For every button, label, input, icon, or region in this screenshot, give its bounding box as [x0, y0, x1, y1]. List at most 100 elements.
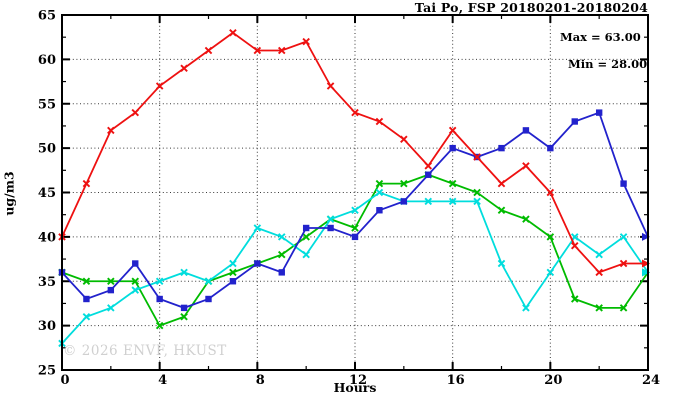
y-tick-label: 30	[38, 319, 56, 334]
cyan-series-marker	[473, 197, 481, 206]
green-series-marker	[400, 179, 408, 188]
cyan-series-marker	[229, 259, 237, 268]
green-series-marker	[522, 215, 530, 223]
cyan-series-marker	[424, 197, 433, 206]
blue-series-marker	[83, 295, 90, 303]
blue-series-marker	[620, 180, 627, 187]
red-series-marker	[204, 46, 213, 55]
green-series-marker	[473, 188, 481, 197]
cyan-series-marker	[180, 268, 188, 277]
cyan-series-marker	[326, 215, 335, 223]
green-series-marker	[302, 233, 310, 241]
cyan-series-marker	[570, 233, 579, 241]
green-series-marker	[131, 277, 140, 286]
blue-series-marker	[229, 278, 237, 285]
red-series-marker	[448, 126, 457, 135]
green-series-marker	[497, 206, 506, 215]
red-series-end-arrow	[642, 259, 650, 268]
red-series-marker	[595, 268, 603, 277]
blue-series-marker	[180, 304, 188, 312]
green-series-marker	[595, 304, 603, 312]
blue-series-marker	[449, 144, 456, 152]
x-tick-label: 20	[544, 373, 562, 388]
blue-series-marker	[107, 286, 115, 294]
cyan-series-marker	[155, 277, 164, 286]
red-series-marker	[107, 126, 115, 135]
blue-series-marker	[156, 295, 163, 303]
red-series-marker	[619, 259, 628, 268]
cyan-series-marker	[253, 224, 262, 232]
blue-series-marker	[351, 233, 359, 241]
red-series-marker	[302, 37, 310, 46]
cyan-series-marker	[302, 250, 310, 259]
cyan-series-marker	[497, 259, 506, 268]
x-tick-label: 8	[256, 373, 265, 388]
cyan-series-marker	[107, 304, 115, 312]
green-series-marker	[229, 268, 237, 277]
green-series-line	[61, 173, 649, 327]
x-tick-label: 16	[447, 373, 465, 388]
plot-frame	[61, 14, 649, 371]
y-tick-label: 50	[38, 142, 56, 157]
chart-title: Tai Po, FSP 20180201-20180204	[414, 0, 648, 15]
cyan-series-marker	[595, 250, 603, 259]
y-axis-label: ug/m3	[1, 171, 17, 216]
blue-series-marker	[571, 118, 578, 125]
green-series-marker	[155, 321, 164, 330]
max-annotation: Max = 63.00	[560, 30, 641, 44]
cyan-series-marker	[131, 286, 140, 294]
red-series-marker	[277, 46, 286, 55]
blue-series-marker	[400, 198, 408, 205]
blue-series-marker	[498, 144, 505, 152]
green-series-marker	[107, 277, 115, 286]
y-tick-label: 35	[38, 275, 56, 290]
red-series-marker	[522, 162, 530, 170]
green-series-marker	[546, 233, 555, 241]
red-series-marker	[546, 188, 555, 197]
red-series-marker	[326, 82, 335, 90]
blue-series-end-arrow	[642, 232, 650, 241]
red-series-marker	[400, 135, 408, 144]
green-series-marker	[448, 179, 457, 188]
red-series-marker	[570, 241, 579, 250]
green-series-marker	[570, 295, 579, 303]
cyan-series-marker	[448, 197, 457, 206]
cyan-series-marker	[351, 206, 359, 215]
y-tick-label: 45	[38, 186, 56, 201]
red-series-marker	[82, 179, 91, 188]
x-tick-label: 4	[158, 373, 167, 388]
cyan-series-end-arrow	[642, 268, 650, 277]
y-tick-label: 55	[38, 97, 56, 112]
x-tick-label: 12	[349, 373, 367, 388]
blue-series-marker	[425, 171, 432, 178]
watermark: © 2026 ENVF, HKUST	[63, 343, 227, 359]
blue-series-marker	[327, 224, 334, 232]
cyan-series-marker	[277, 233, 286, 241]
max-min-annotation: Max = 63.00 Min = 28.00	[560, 30, 648, 72]
blue-series-marker	[376, 207, 383, 214]
x-tick-label: 24	[642, 373, 660, 388]
y-tick-label: 65	[38, 9, 56, 24]
cyan-series-marker	[375, 188, 384, 197]
x-tick-label: 0	[60, 373, 69, 388]
x-axis-label: Hours	[333, 380, 377, 395]
blue-series-marker	[132, 260, 139, 267]
red-series-marker	[131, 108, 140, 117]
red-series-marker	[229, 28, 237, 37]
cyan-series-marker	[522, 304, 530, 312]
cyan-series-marker	[204, 277, 213, 286]
red-series-marker	[424, 162, 433, 170]
y-tick-label: 60	[38, 53, 56, 68]
y-tick-label: 40	[38, 230, 56, 245]
red-series-marker	[253, 46, 262, 55]
blue-series-marker	[522, 127, 530, 134]
blue-series-marker	[205, 295, 212, 303]
red-series-marker	[351, 108, 359, 117]
min-annotation: Min = 28.00	[568, 57, 648, 71]
red-series-marker	[473, 153, 481, 161]
blue-series-marker	[547, 144, 554, 152]
cyan-series-marker	[546, 268, 555, 277]
red-series-marker	[180, 64, 188, 73]
